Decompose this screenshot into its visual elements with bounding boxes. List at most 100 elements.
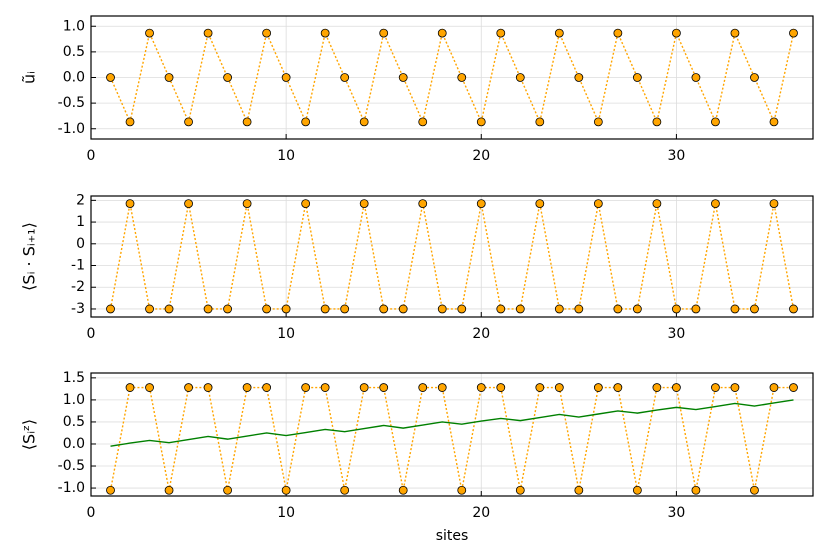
data-point <box>496 304 506 314</box>
x-tick-label: 10 <box>277 148 295 164</box>
y-tick-label: 0.0 <box>63 436 85 452</box>
data-point <box>125 199 135 209</box>
plot-frame <box>90 15 814 140</box>
subplot: 0 10 20 30 -1.0 -0.5 0.0 0.5 1.0 1.5 ⟨Sᵢᶻ⟩ sites <box>20 370 814 544</box>
data-point <box>554 304 564 314</box>
subplot: 0 10 20 30 -1.0 -0.5 0.0 0.5 1.0 ũᵢ <box>20 15 814 164</box>
plot-frame <box>90 195 814 318</box>
data-point <box>398 73 408 82</box>
data-point <box>691 304 701 314</box>
data-point <box>164 485 174 495</box>
data-point <box>535 383 545 392</box>
y-axis-label: ⟨Sᵢ · Sᵢ₊₁⟩ <box>20 222 39 291</box>
y-tick-label: 2 <box>76 192 85 208</box>
y-tick-label: 0.5 <box>63 44 85 60</box>
data-point <box>301 199 311 209</box>
data-point <box>593 199 603 209</box>
plot-frame <box>90 372 814 497</box>
data-point <box>730 28 740 38</box>
data-point <box>106 304 115 314</box>
data-point <box>613 28 623 38</box>
data-point <box>574 73 584 82</box>
y-tick-label: 1 <box>76 214 85 230</box>
data-point <box>593 383 603 392</box>
data-point <box>106 73 115 82</box>
data-point <box>184 199 193 209</box>
data-point <box>672 28 681 38</box>
data-point <box>359 199 369 209</box>
data-point <box>203 383 213 392</box>
y-tick-label: -0.5 <box>58 95 85 111</box>
y-tick-label: -1.0 <box>58 121 85 137</box>
y-tick-label: 0.5 <box>63 414 85 430</box>
data-point <box>437 383 447 392</box>
data-point <box>574 485 584 495</box>
y-tick-label: 1.0 <box>63 18 85 34</box>
data-point <box>145 304 154 314</box>
data-point <box>476 383 486 392</box>
data-point <box>769 117 779 127</box>
data-point <box>632 485 642 495</box>
data-point <box>125 117 135 127</box>
y-tick-label: 1.0 <box>63 392 85 408</box>
data-point <box>535 117 545 127</box>
data-point <box>281 485 291 495</box>
data-point <box>750 73 759 82</box>
data-point <box>242 117 252 127</box>
y-tick-label: 0.0 <box>63 70 85 86</box>
x-tick-label: 30 <box>667 326 685 342</box>
data-point <box>769 199 779 209</box>
data-point <box>262 28 272 38</box>
x-tick-label: 10 <box>277 505 295 521</box>
data-point <box>691 73 701 82</box>
data-point <box>203 28 213 38</box>
data-point <box>750 304 759 314</box>
data-point <box>711 199 720 209</box>
x-tick-label: 30 <box>667 148 685 164</box>
data-point <box>242 199 252 209</box>
data-point <box>632 73 642 82</box>
data-point <box>711 383 720 392</box>
subplot: 0 10 20 30 -3 -2 -1 0 1 2 ⟨Sᵢ · Sᵢ₊₁⟩ <box>20 192 814 342</box>
data-point <box>457 304 467 314</box>
data-point <box>789 28 798 38</box>
data-point <box>496 28 506 38</box>
data-point <box>262 304 272 314</box>
data-point <box>125 383 135 392</box>
y-axis-label: ⟨Sᵢᶻ⟩ <box>20 419 39 450</box>
data-point <box>554 383 564 392</box>
y-tick-label: -1.0 <box>58 480 85 496</box>
data-point <box>379 304 389 314</box>
data-point <box>457 485 467 495</box>
data-point <box>203 304 213 314</box>
data-point <box>652 199 662 209</box>
series-line <box>110 399 794 447</box>
data-point <box>223 304 232 314</box>
data-point <box>515 485 525 495</box>
series-line <box>109 203 795 310</box>
data-point <box>340 304 350 314</box>
data-point <box>184 383 193 392</box>
data-point <box>672 304 681 314</box>
data-point <box>320 383 330 392</box>
data-point <box>652 383 662 392</box>
data-point <box>164 73 174 82</box>
y-tick-label: -0.5 <box>58 458 85 474</box>
data-point <box>359 383 369 392</box>
data-point <box>457 73 467 82</box>
data-point <box>340 485 350 495</box>
data-point <box>418 117 428 127</box>
data-point <box>515 73 525 82</box>
data-point <box>164 304 174 314</box>
data-point <box>730 304 740 314</box>
data-point <box>730 383 740 392</box>
data-point <box>437 28 447 38</box>
data-point <box>281 73 291 82</box>
data-point <box>476 117 486 127</box>
data-point <box>769 383 779 392</box>
data-point <box>281 304 291 314</box>
y-tick-label: -2 <box>71 279 85 295</box>
data-point <box>301 117 311 127</box>
data-point <box>106 485 115 495</box>
